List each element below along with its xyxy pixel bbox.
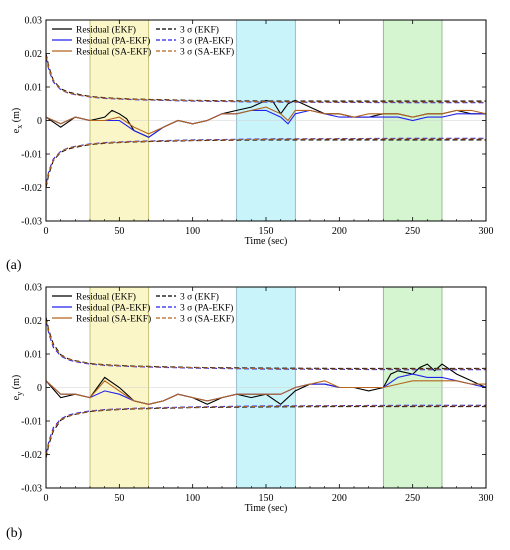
x-tick-label: 200 [332,493,347,504]
x-tick-label: 100 [185,226,200,237]
y-tick-label: 0.01 [25,350,43,361]
y-tick-label: 0 [37,383,42,394]
y-tick-label: -0.02 [21,183,42,194]
chart-panel-a: 0 50 100 150 200 250 300 -0.03 -0.02 -0.01 0 0.01 0.… [11,16,494,248]
legend-label: 3 σ (EKF) [180,292,219,303]
x-tick-label: 200 [332,226,347,237]
y-axis-label: ey (m) [11,375,24,400]
y-tick-label: 0.03 [25,16,43,27]
series-3-sa-ekf [45,55,486,103]
series-residual-ekf [45,363,487,406]
series-residual-sa-ekf [45,106,487,135]
x-tick-label: 50 [114,493,124,504]
legend-label: Residual (SA-EKF) [76,314,151,325]
series-3-sa-ekf-lower [45,138,486,186]
y-axis-label: ex (m) [11,108,24,133]
x-tick-label: 150 [259,226,274,237]
legend-label: Residual (SA-EKF) [76,47,151,58]
x-axis-label: Time (sec) [245,236,288,247]
legend-label: Residual (EKF) [76,292,136,303]
x-tick-label: 300 [479,493,494,504]
series-residual-sa-ekf [45,380,486,405]
y-tick-label: 0.02 [25,49,43,60]
y-tick-label: -0.03 [21,217,42,228]
x-tick-label: 300 [479,226,494,237]
x-tick-label: 50 [114,226,124,237]
chart-panel-b: 0 50 100 150 200 250 300 -0.03 -0.02 -0.01 0 0.01 0.… [11,283,494,515]
series-3-ekf [45,316,486,369]
legend-label: 3 σ (PA-EKF) [180,36,233,47]
legend-label: 3 σ (SA-EKF) [180,47,234,58]
series-residual-pa-ekf [45,109,486,138]
panel-label-b-text: (b) [6,526,23,541]
x-tick-label: 150 [259,493,274,504]
series-3-pa-ekf [45,320,486,371]
legend-label: Residual (EKF) [76,25,136,36]
legend-label: 3 σ (EKF) [180,25,219,36]
y-tick-label: -0.01 [21,417,42,428]
panel-label-a: (a) [6,258,22,274]
x-tick-label: 100 [185,493,200,504]
series-3-ekf-lower [45,406,486,459]
legend-label: 3 σ (SA-EKF) [180,314,234,325]
x-tick-label: 0 [44,493,49,504]
legend: Residual (EKF) 3 σ (EKF) Residual (PA-EKF)… [52,25,234,58]
y-tick-label: -0.01 [21,150,42,161]
legend-label: Residual (PA-EKF) [76,303,150,314]
y-tick-label: -0.03 [21,484,42,495]
panel-label-b: (b) [6,526,22,542]
x-tick-label: 250 [405,226,420,237]
legend: Residual (EKF) 3 σ (EKF) Residual (PA-EKF)… [52,292,234,325]
y-tick-label: 0.01 [25,83,43,94]
x-tick-label: 250 [405,493,420,504]
legend-label: 3 σ (PA-EKF) [180,303,233,314]
y-tick-label: 0.03 [25,283,43,294]
y-tick-label: -0.02 [21,450,42,461]
y-tick-label: 0.02 [25,316,43,327]
series-3-pa-ekf-lower [45,404,486,455]
y-tick-label: 0 [37,116,42,127]
panel-label-a-text: (a) [6,258,22,273]
x-axis-label: Time (sec) [245,503,288,514]
legend-label: Residual (PA-EKF) [76,36,150,47]
x-tick-label: 0 [44,226,49,237]
